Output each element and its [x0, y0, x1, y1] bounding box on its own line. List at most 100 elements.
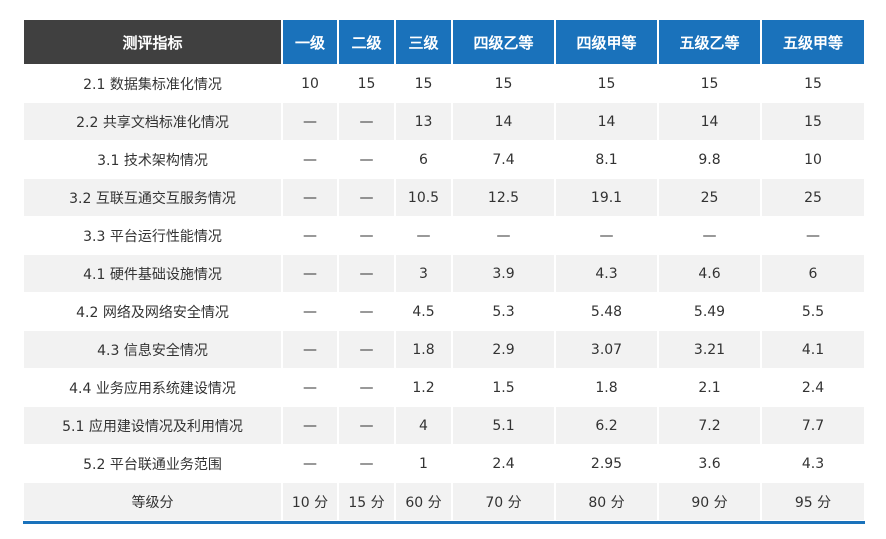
table-cell: 1 — [419, 455, 428, 472]
table-cell: 3.6 — [698, 455, 721, 472]
column-header: 一级 — [283, 20, 337, 64]
table-cell: 10 — [301, 75, 319, 92]
table-cell: 1.8 — [595, 379, 618, 396]
column-header: 五级乙等 — [659, 20, 760, 64]
table-cell: — — [339, 255, 394, 292]
table-cell: 5.1 — [453, 407, 554, 444]
table-cell: — — [359, 151, 374, 168]
table-row: 3.3 平台运行性能情况 — — — — — — — — [24, 217, 864, 254]
table-cell: 1.8 — [396, 331, 451, 368]
table-cell: — — [303, 227, 317, 244]
table-cell: 15 — [357, 75, 376, 92]
table-cell: — — [303, 379, 317, 396]
table-cell: 4.3 — [801, 455, 825, 472]
evaluation-table: 测评指标 一级 二级 三级 四级乙等 四级甲等 五级乙等 五级甲等 2.1 数据集标准化情况 1… — [22, 19, 866, 521]
table-cell: 2.95 — [590, 455, 623, 472]
table-cell: 15 — [597, 75, 616, 92]
table-row: 3.2 互联互通交互服务情况 — —10.5 12.5 19.1 25 25 — [24, 179, 864, 216]
column-header: 测评指标 — [24, 20, 281, 64]
grade-score-row: 等级分 10 分 15 分 60 分 70 分 80 分 90 分 95 分 — [24, 483, 864, 520]
table-cell: 10.5 — [396, 179, 451, 216]
table-cell: 5.3 — [492, 303, 515, 320]
table-cell: 4.5 — [412, 303, 435, 320]
row-label: 4.3 信息安全情况 — [24, 331, 281, 368]
table-cell: 2.1 — [698, 379, 721, 396]
table-cell: 10 分 — [283, 483, 337, 520]
bottom-border — [23, 521, 865, 524]
table-cell: 25 — [659, 179, 760, 216]
table-cell: — — [359, 227, 374, 244]
table-cell: 12.5 — [453, 179, 554, 216]
table-row: 5.1 应用建设情况及利用情况 — —4 5.1 6.2 7.2 7.7 — [24, 407, 864, 444]
table-cell: — — [339, 103, 394, 140]
row-label: 4.4 业务应用系统建设情况 — [69, 380, 236, 397]
table-row: 2.2 共享文档标准化情况 — —13 14 14 14 15 — [24, 103, 864, 140]
table-cell: 4 — [396, 407, 451, 444]
table-row: 5.2 平台联通业务范围 — — 1 2.4 2.95 3.6 4.3 — [24, 445, 864, 482]
table-cell: 14 — [659, 103, 760, 140]
table-cell: 10 — [804, 151, 822, 168]
table-cell: 9.8 — [698, 151, 721, 168]
table-cell: 13 — [396, 103, 451, 140]
table-cell: 5.48 — [590, 303, 623, 320]
table-cell: 80 分 — [556, 483, 657, 520]
table-cell: — — [339, 331, 394, 368]
row-label: 2.1 数据集标准化情况 — [83, 76, 222, 93]
table-cell: 5.49 — [693, 303, 726, 320]
table-row: 4.1 硬件基础设施情况 — —3 3.9 4.3 4.6 6 — [24, 255, 864, 292]
table-cell: 90 分 — [659, 483, 760, 520]
table-cell: 3.07 — [556, 331, 657, 368]
table-cell: 7.4 — [492, 151, 515, 168]
table-cell: — — [339, 407, 394, 444]
table-cell: — — [303, 303, 317, 320]
table-cell: 15 — [414, 75, 433, 92]
table-row: 3.1 技术架构情况 — — 6 7.4 8.1 9.8 10 — [24, 141, 864, 178]
column-header: 二级 — [339, 20, 394, 64]
table-cell: 3.9 — [453, 255, 554, 292]
table-cell: 95 分 — [762, 483, 864, 520]
column-header: 三级 — [396, 20, 451, 64]
row-label: 4.2 网络及网络安全情况 — [76, 304, 229, 321]
table-cell: — — [416, 227, 431, 244]
table-cell: — — [283, 255, 337, 292]
table-row: 4.4 业务应用系统建设情况 — — 1.2 1.5 1.8 2.1 2.4 — [24, 369, 864, 406]
evaluation-table-container: 测评指标 一级 二级 三级 四级乙等 四级甲等 五级乙等 五级甲等 2.1 数据集标准化情况 1… — [23, 19, 865, 524]
table-cell: — — [359, 379, 374, 396]
table-cell: 3 — [396, 255, 451, 292]
table-cell: 2.4 — [492, 455, 515, 472]
row-label: 3.2 互联互通交互服务情况 — [24, 179, 281, 216]
table-row: 2.1 数据集标准化情况 10 15 15 15 15 15 15 — [24, 65, 864, 102]
table-cell: 2.4 — [801, 379, 825, 396]
table-cell: 15 — [494, 75, 513, 92]
header-row: 测评指标 一级 二级 三级 四级乙等 四级甲等 五级乙等 五级甲等 — [24, 20, 864, 64]
table-cell: 7.7 — [762, 407, 864, 444]
table-cell: 5.5 — [801, 303, 825, 320]
table-cell: 15 — [762, 103, 864, 140]
row-label: 3.3 平台运行性能情况 — [83, 228, 222, 245]
table-cell: — — [339, 179, 394, 216]
table-cell: 14 — [556, 103, 657, 140]
table-cell: 15 — [804, 75, 822, 92]
table-cell: 6.2 — [556, 407, 657, 444]
table-cell: 4.3 — [556, 255, 657, 292]
table-cell: — — [283, 179, 337, 216]
table-row: 4.3 信息安全情况 — —1.8 2.9 3.07 3.21 4.1 — [24, 331, 864, 368]
table-cell: 4.1 — [762, 331, 864, 368]
table-cell: 15 分 — [339, 483, 394, 520]
table-cell: — — [283, 331, 337, 368]
table-cell: 15 — [700, 75, 719, 92]
table-cell: 6 — [762, 255, 864, 292]
row-label: 2.2 共享文档标准化情况 — [24, 103, 281, 140]
column-header: 五级甲等 — [762, 20, 864, 64]
table-cell: 60 分 — [396, 483, 451, 520]
row-label: 等级分 — [24, 483, 281, 520]
table-cell: — — [283, 407, 337, 444]
table-cell: 25 — [762, 179, 864, 216]
table-cell: 1.5 — [492, 379, 515, 396]
table-row: 4.2 网络及网络安全情况 — — 4.5 5.3 5.48 5.49 5.5 — [24, 293, 864, 330]
table-cell: — — [496, 227, 511, 244]
table-cell: 3.21 — [659, 331, 760, 368]
table-cell: — — [359, 455, 374, 472]
table-cell: 2.9 — [453, 331, 554, 368]
table-cell: 6 — [419, 151, 428, 168]
